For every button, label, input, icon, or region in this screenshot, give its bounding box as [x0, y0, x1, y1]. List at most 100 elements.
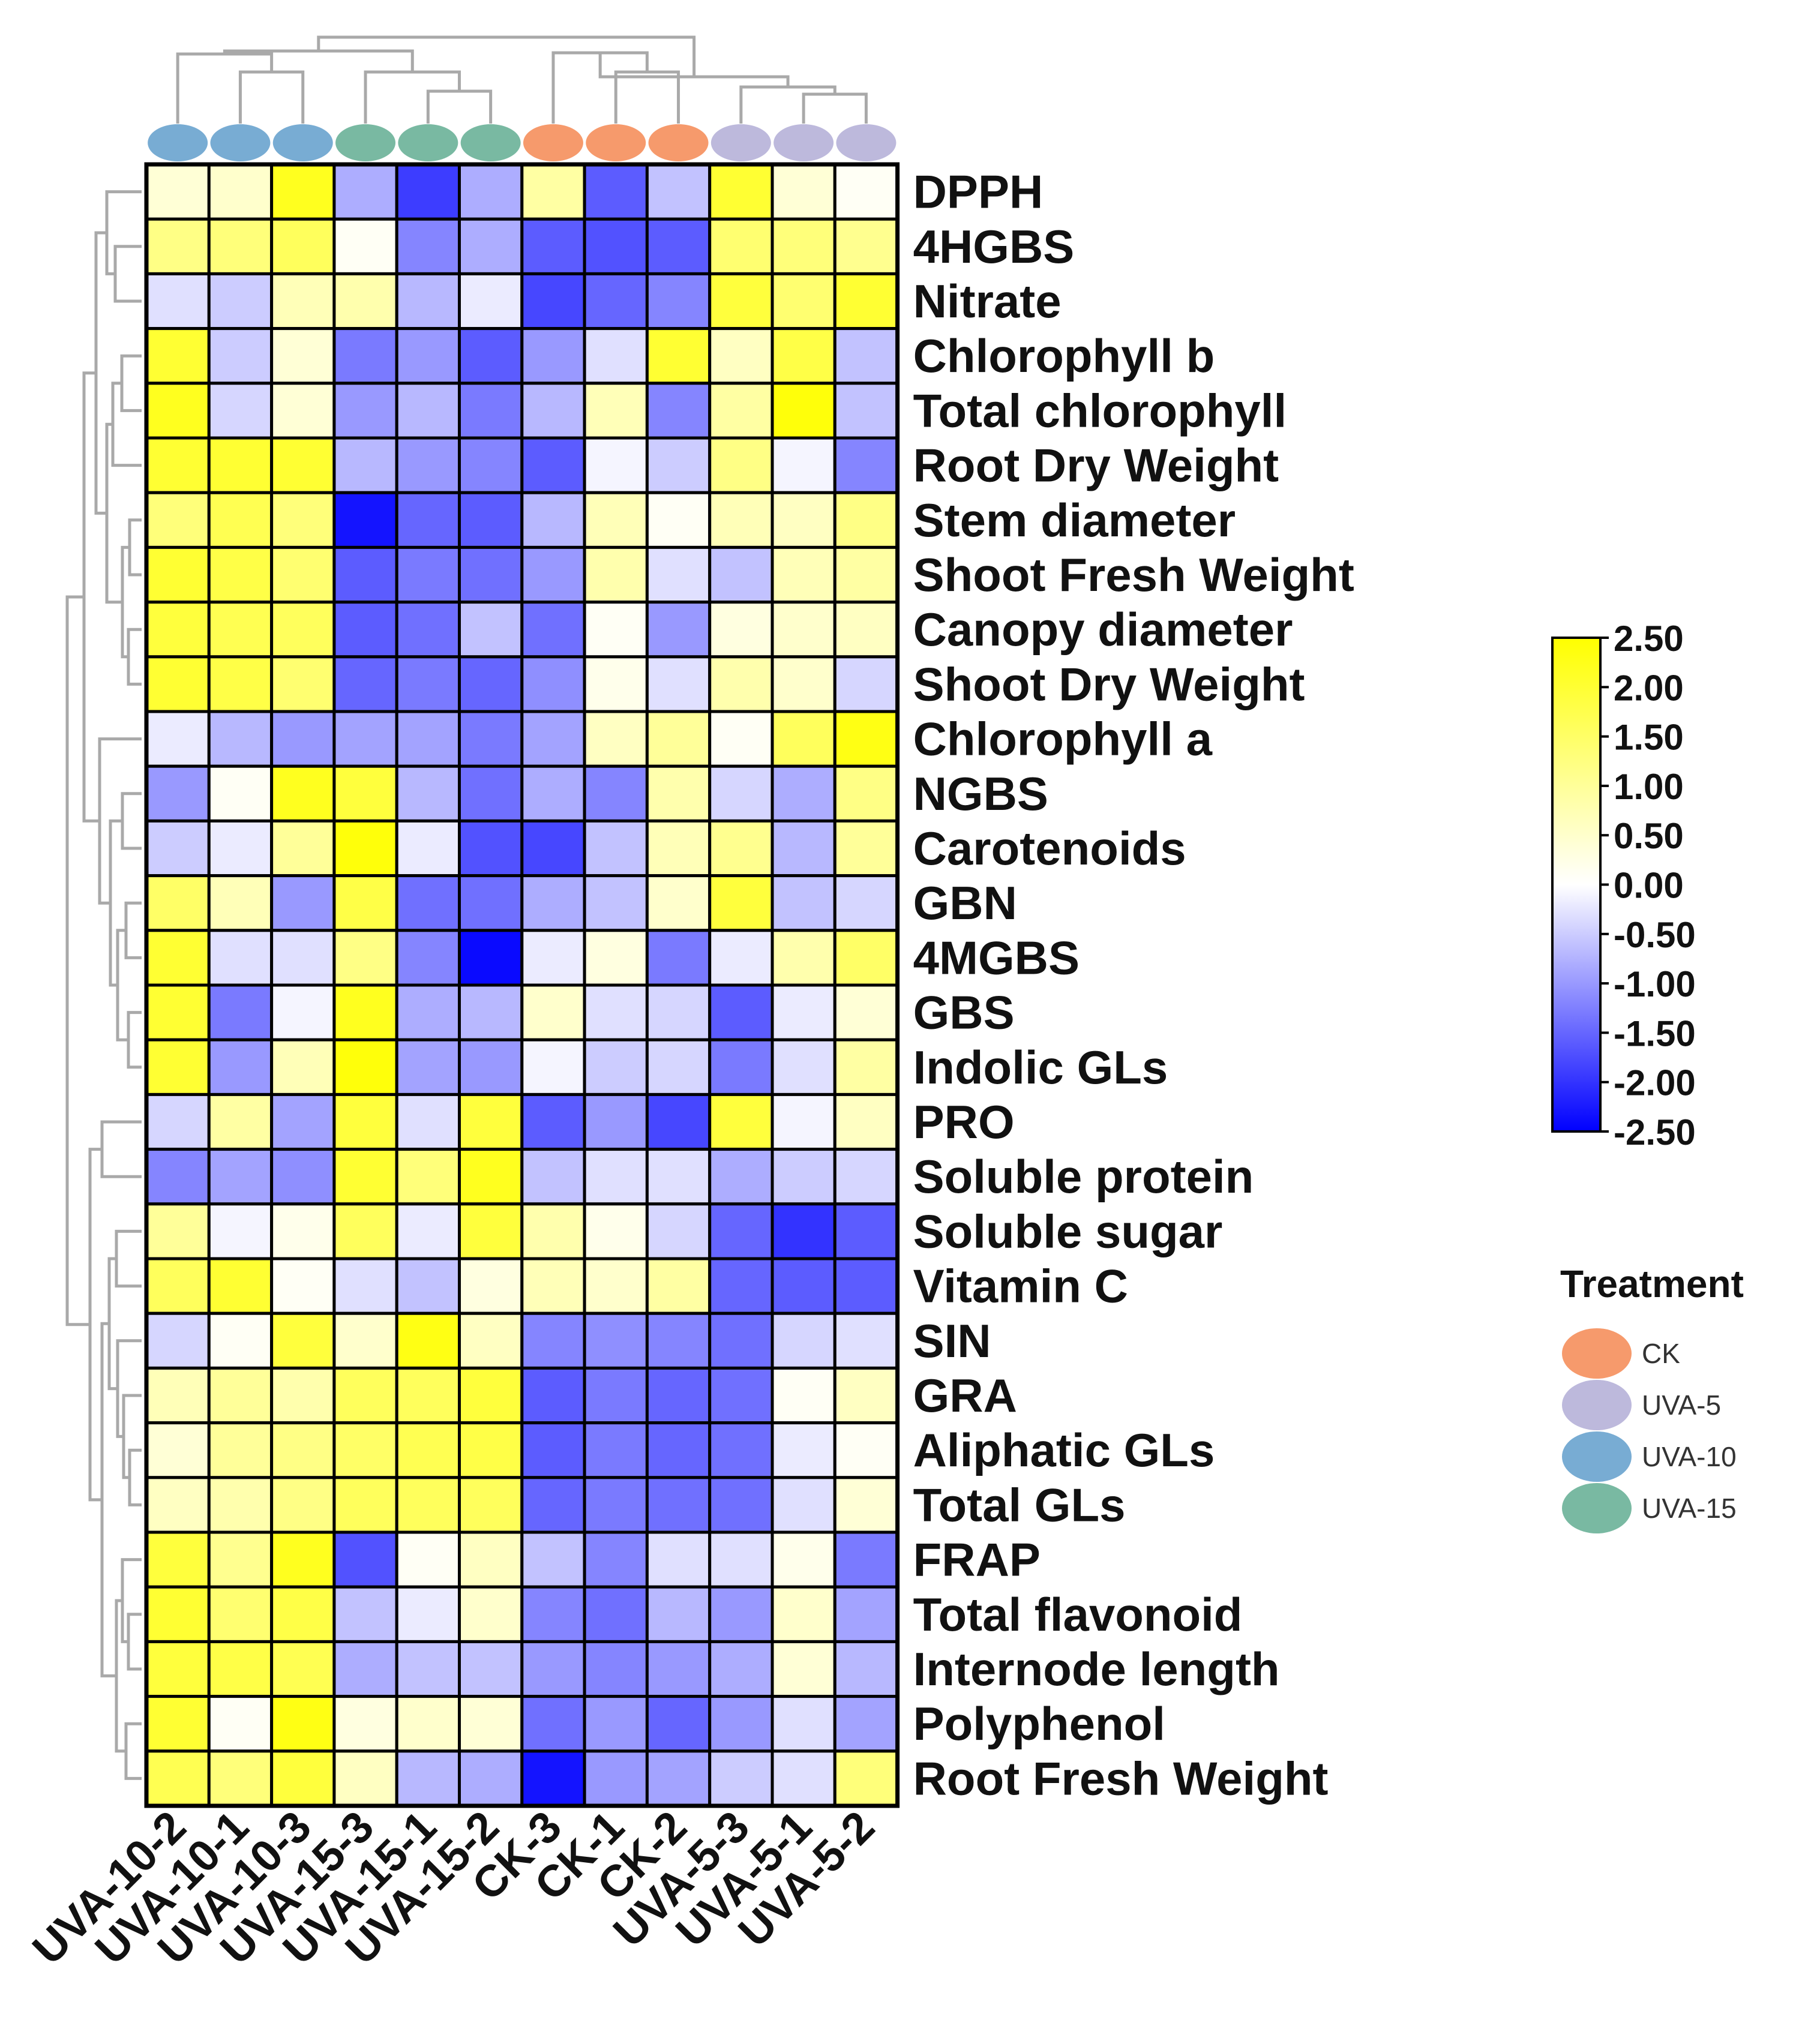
heatmap-cell-internode-length-ck-3 [520, 1640, 586, 1698]
heatmap-cell-4hgbs-ck-2 [645, 217, 712, 275]
heatmap-cell-stem-diameter-uva-15-3 [332, 491, 398, 549]
color-scale-tick-label: 0.50 [1614, 816, 1684, 856]
heatmap-cell-carotenoids-ck-1 [583, 819, 649, 878]
heatmap-cell-indolic-gls-uva-5-1 [770, 1038, 836, 1096]
heatmap-cell-pro-ck-2 [645, 1092, 712, 1151]
heatmap-cell-chlorophyll-b-ck-2 [645, 327, 712, 385]
heatmap-cell-4mgbs-uva-5-1 [770, 929, 836, 987]
column-labels: UVA-10-2UVA-10-1UVA-10-3UVA-15-3UVA-15-1… [23, 1802, 884, 1974]
heatmap-cell-shoot-dry-weight-uva-10-1 [207, 655, 274, 713]
heatmap-cell-chlorophyll-b-ck-1 [583, 327, 649, 385]
heatmap-cell-root-dry-weight-ck-2 [645, 436, 712, 494]
heatmap-cell-shoot-dry-weight-uva-5-3 [708, 655, 774, 713]
heatmap-cell-4mgbs-uva-15-1 [395, 929, 461, 987]
heatmap-cell-total-gls-uva-15-1 [395, 1476, 461, 1534]
heatmap-cell-frap-uva-15-2 [458, 1530, 524, 1589]
heatmap-cell-shoot-fresh-weight-uva-15-1 [395, 545, 461, 604]
heatmap-cell-4hgbs-uva-15-2 [458, 217, 524, 275]
heatmap-cell-4hgbs-ck-3 [520, 217, 586, 275]
heatmap-cell-internode-length-uva-5-3 [708, 1640, 774, 1698]
heatmap-cell-soluble-sugar-uva-10-3 [270, 1202, 336, 1260]
heatmap-cell-soluble-protein-uva-15-1 [395, 1148, 461, 1206]
heatmap-cell-pro-uva-10-3 [270, 1092, 336, 1151]
heatmap-cell-sin-ck-2 [645, 1311, 712, 1370]
heatmap-cell-ngbs-uva-10-1 [207, 764, 274, 823]
heatmap-cell-4hgbs-uva-15-1 [395, 217, 461, 275]
heatmap-cell-gbs-uva-15-3 [332, 983, 398, 1041]
row-label-total-flavonoid: Total flavonoid [913, 1588, 1243, 1641]
row-label-stem-diameter: Stem diameter [913, 494, 1236, 547]
heatmap-cell-frap-uva-10-3 [270, 1530, 336, 1589]
heatmap-cell-stem-diameter-uva-10-1 [207, 491, 274, 549]
heatmap-cell-soluble-sugar-ck-1 [583, 1202, 649, 1260]
heatmap-cell-gbs-uva-5-1 [770, 983, 836, 1041]
color-scale-tick-label: -0.50 [1614, 915, 1696, 955]
heatmap-cell-stem-diameter-uva-5-2 [833, 491, 899, 549]
heatmap-cell-total-gls-uva-10-1 [207, 1476, 274, 1534]
row-label-chlorophyll-a: Chlorophyll a [913, 713, 1213, 766]
heatmap-cell-polyphenol-ck-1 [583, 1695, 649, 1753]
heatmap-cell-gbs-uva-15-2 [458, 983, 524, 1041]
heatmap-cell-aliphatic-gls-ck-1 [583, 1421, 649, 1479]
heatmap-cell-gbn-uva-10-2 [145, 874, 211, 932]
heatmap-cell-total-gls-uva-15-3 [332, 1476, 398, 1534]
heatmap-cell-shoot-dry-weight-uva-5-2 [833, 655, 899, 713]
heatmap-cell-indolic-gls-uva-15-1 [395, 1038, 461, 1096]
column-dendrogram-branch-2 [426, 89, 493, 124]
heatmap-cell-soluble-protein-ck-3 [520, 1148, 586, 1206]
heatmap-cell-ngbs-uva-15-3 [332, 764, 398, 823]
row-dendrogram-branch-16 [100, 1120, 142, 1178]
heatmap-cell-canopy-diameter-ck-3 [520, 601, 586, 659]
heatmap-cell-polyphenol-ck-2 [645, 1695, 712, 1753]
row-label-ngbs: NGBS [913, 767, 1048, 820]
row-label-polyphenol: Polyphenol [913, 1697, 1165, 1750]
heatmap-cell-carotenoids-ck-3 [520, 819, 586, 878]
heatmap-cell-soluble-protein-ck-2 [645, 1148, 712, 1206]
heatmap-cell-total-gls-ck-1 [583, 1476, 649, 1534]
heatmap-cell-total-flavonoid-uva-10-2 [145, 1585, 211, 1643]
heatmap-cell-gbn-ck-1 [583, 874, 649, 932]
row-dendrogram-branch-19 [122, 1394, 142, 1479]
treatment-marker-uva-10-2 [148, 124, 208, 161]
heatmap-cell-carotenoids-uva-10-2 [145, 819, 211, 878]
column-dendrogram [176, 35, 868, 124]
heatmap-cell-soluble-protein-uva-5-1 [770, 1148, 836, 1206]
heatmap-cell-soluble-sugar-uva-5-3 [708, 1202, 774, 1260]
heatmap-cell-aliphatic-gls-uva-15-1 [395, 1421, 461, 1479]
heatmap-cell-aliphatic-gls-uva-5-2 [833, 1421, 899, 1479]
heatmap-cell-sin-ck-1 [583, 1311, 649, 1370]
heatmap-cell-4hgbs-uva-5-2 [833, 217, 899, 275]
heatmap-cell-nitrate-uva-5-2 [833, 272, 899, 331]
heatmap-cell-soluble-protein-uva-15-2 [458, 1148, 524, 1206]
heatmap-cell-shoot-fresh-weight-ck-2 [645, 545, 712, 604]
treatment-legend-label-uva-5: UVA-5 [1642, 1389, 1721, 1421]
row-label-internode-length: Internode length [913, 1643, 1280, 1695]
heatmap-cell-canopy-diameter-uva-15-2 [458, 601, 524, 659]
heatmap-cell-ngbs-ck-1 [583, 764, 649, 823]
heatmap-cell-ngbs-uva-5-2 [833, 764, 899, 823]
treatment-marker-uva-15-1 [398, 124, 458, 161]
heatmap-cell-soluble-sugar-ck-2 [645, 1202, 712, 1260]
row-label-gra: GRA [913, 1369, 1017, 1422]
heatmap-cell-soluble-protein-uva-10-3 [270, 1148, 336, 1206]
heatmap-cell-polyphenol-uva-5-2 [833, 1695, 899, 1753]
heatmap-cell-nitrate-uva-10-2 [145, 272, 211, 331]
heatmap-cell-shoot-dry-weight-ck-1 [583, 655, 649, 713]
heatmap-cell-root-fresh-weight-uva-5-2 [833, 1749, 899, 1808]
heatmap-cell-dpph-uva-5-2 [833, 163, 899, 221]
heatmap-cell-canopy-diameter-uva-5-3 [708, 601, 774, 659]
row-label-soluble-sugar: Soluble sugar [913, 1205, 1223, 1257]
heatmap-cell-vitamin-c-ck-3 [520, 1257, 586, 1315]
heatmap-cell-gbn-uva-15-2 [458, 874, 524, 932]
heatmap-cell-4mgbs-uva-15-2 [458, 929, 524, 987]
heatmap-cell-total-flavonoid-uva-15-2 [458, 1585, 524, 1643]
heatmap-cell-ngbs-ck-2 [645, 764, 712, 823]
heatmap-cell-aliphatic-gls-uva-15-3 [332, 1421, 398, 1479]
row-label-shoot-fresh-weight: Shoot Fresh Weight [913, 548, 1354, 601]
treatment-marker-ck-1 [586, 124, 646, 161]
heatmap-cell-chlorophyll-b-uva-10-1 [207, 327, 274, 385]
heatmap-cell-4mgbs-uva-10-3 [270, 929, 336, 987]
heatmap-cell-chlorophyll-b-ck-3 [520, 327, 586, 385]
heatmap-cell-gbn-ck-3 [520, 874, 586, 932]
